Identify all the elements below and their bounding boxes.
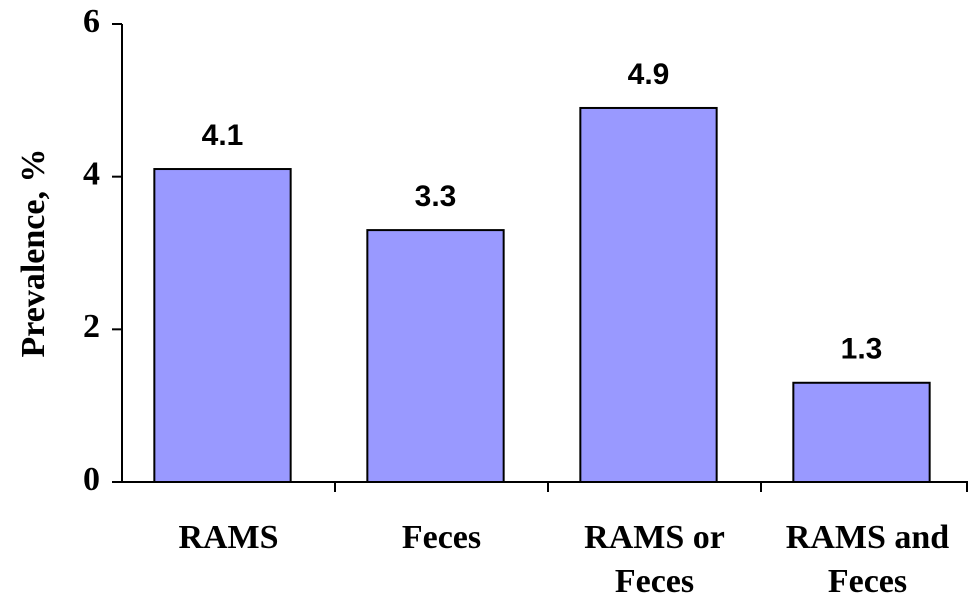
bar [366,229,505,483]
x-tick-label: RAMS [178,519,279,556]
data-label: 3.3 [415,180,457,213]
data-label: 1.3 [841,333,883,366]
y-tick-label: 4 [83,155,100,192]
x-tick-label: RAMS and Feces [785,519,950,600]
y-axis-label: Prevalence, % [15,149,52,358]
bar [579,106,718,483]
x-tick-label: RAMS or Feces [584,519,725,600]
bar [792,381,931,483]
y-tick-label: 6 [83,3,100,40]
y-tick-label: 2 [83,308,100,345]
data-label: 4.9 [628,58,670,91]
x-tick-label: Feces [401,519,482,556]
bar [153,168,292,484]
data-label: 4.1 [202,119,244,152]
y-tick-label: 0 [83,461,100,498]
